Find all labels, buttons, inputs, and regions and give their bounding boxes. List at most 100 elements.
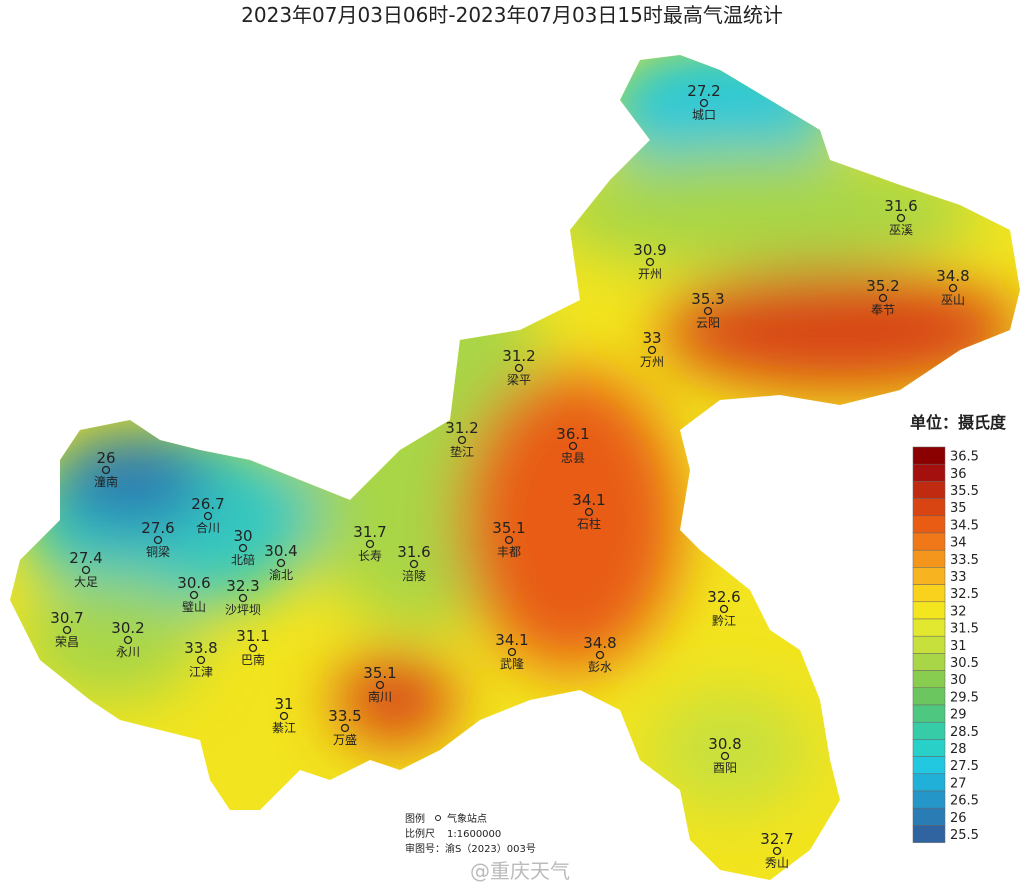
station: 30.8 酉阳 — [708, 735, 741, 775]
station-name: 大足 — [74, 575, 98, 589]
station-value: 27.4 — [69, 549, 102, 567]
station-name: 沙坪坝 — [225, 603, 261, 617]
station-value: 30.9 — [633, 241, 666, 259]
legend-label: 36 — [950, 467, 967, 482]
station: 30.9 开州 — [633, 241, 666, 281]
legend-swatch — [912, 515, 946, 534]
legend-label: 30.5 — [950, 656, 979, 671]
station-dot — [276, 558, 286, 568]
station: 31.2 梁平 — [502, 347, 535, 387]
legend-title: 单位：摄氏度 — [910, 413, 1007, 432]
legend-label: 34 — [950, 536, 967, 551]
station-dot — [62, 625, 72, 635]
station-dot — [645, 257, 655, 267]
station-dot — [595, 650, 605, 660]
legend-swatch — [912, 532, 946, 551]
station-value: 31.7 — [353, 523, 386, 541]
station-dot — [409, 559, 419, 569]
legend-swatch — [912, 790, 946, 809]
station-value: 26.7 — [191, 495, 224, 513]
station: 35.2 奉节 — [866, 277, 899, 317]
legend-label: 29 — [950, 708, 967, 723]
station-dot — [340, 723, 350, 733]
legend-swatch — [912, 756, 946, 775]
station-value: 34.8 — [936, 267, 969, 285]
station: 34.8 巫山 — [936, 267, 969, 307]
station-value: 35.3 — [691, 290, 724, 308]
station: 34.1 武隆 — [495, 631, 528, 671]
legend-label: 31.5 — [950, 622, 979, 637]
station-dot — [772, 846, 782, 856]
station-dot — [279, 711, 289, 721]
station: 32.3 沙坪坝 — [225, 577, 261, 617]
legend-label: 35.5 — [950, 484, 979, 499]
station-name: 秀山 — [765, 856, 789, 870]
station-name: 江津 — [189, 665, 213, 679]
station-value: 35.1 — [363, 664, 396, 682]
legend-label: 30 — [950, 673, 967, 688]
station-value: 32.7 — [760, 830, 793, 848]
legend-label: 31 — [950, 639, 967, 654]
station: 27.4 大足 — [69, 549, 102, 589]
station-name: 武隆 — [500, 656, 524, 671]
station-dot — [375, 680, 385, 690]
legend-swatch — [912, 549, 946, 568]
station-value: 32.6 — [707, 588, 740, 606]
stations: 27.2 城口 31.6 巫溪 30.9 开州 35.3 云阳 35.2 奉节 34.8 巫山 33 万州… — [50, 82, 969, 870]
legend-swatch — [912, 653, 946, 671]
legend-swatch — [912, 618, 946, 637]
station-dot — [457, 435, 467, 445]
footnote: 图例 气象站点 比例尺 1:1600000 审图号：渝S（2023）003号 — [405, 812, 536, 855]
station-name: 南川 — [368, 689, 392, 704]
station-value: 35.2 — [866, 277, 899, 295]
station-dot — [153, 535, 163, 545]
station-value: 30.6 — [177, 574, 210, 592]
station-name: 璧山 — [182, 599, 206, 614]
station: 30 北碚 — [231, 527, 255, 567]
station-dot — [238, 543, 248, 553]
station-dot — [720, 751, 730, 761]
legend-swatch — [912, 704, 946, 723]
legend-swatch — [912, 584, 946, 603]
station-value: 30 — [233, 527, 252, 545]
station: 31.2 垫江 — [445, 419, 478, 459]
scale: 1:1600000 — [447, 829, 501, 840]
station: 30.6 璧山 — [177, 574, 210, 614]
station: 30.2 永川 — [111, 619, 144, 659]
scale-label: 比例尺 — [405, 827, 435, 840]
station-name: 铜梁 — [146, 544, 170, 559]
station-dot — [568, 441, 578, 451]
station-name: 酉阳 — [713, 761, 737, 775]
station: 34.1 石柱 — [572, 491, 605, 531]
station-name: 丰都 — [497, 545, 521, 559]
station-dot — [647, 345, 657, 355]
station-name: 城口 — [692, 108, 716, 122]
legend: 36.5 36 35.5 35 34.5 34 33.5 33 32.5 32 31.5 31 30.5… — [912, 446, 979, 843]
station-name: 开州 — [638, 267, 662, 281]
station-name: 北碚 — [231, 552, 255, 567]
station: 30.7 荣昌 — [50, 609, 83, 649]
legend-label: 26 — [950, 811, 967, 826]
station-value: 30.2 — [111, 619, 144, 637]
station-name: 巴南 — [241, 652, 265, 667]
station-dot — [189, 590, 199, 600]
station-dot — [703, 306, 713, 316]
station: 27.6 铜梁 — [141, 519, 174, 559]
station-value: 31.2 — [445, 419, 478, 437]
station: 31.7 长寿 — [353, 523, 386, 563]
watermark: @重庆天气 — [470, 859, 570, 883]
legend-swatch — [912, 825, 946, 843]
station-name: 奉节 — [871, 303, 895, 317]
station-name: 梁平 — [507, 372, 531, 387]
station-name: 潼南 — [94, 474, 118, 489]
station-name: 万盛 — [333, 732, 357, 747]
legend-swatch — [912, 807, 946, 826]
legend-swatch — [912, 721, 946, 740]
legend-swatch — [912, 601, 946, 620]
map-title: 2023年07月03日06时-2023年07月03日15时最高气温统计 — [241, 3, 783, 27]
station-value: 30.8 — [708, 735, 741, 753]
station-value: 31.6 — [397, 543, 430, 561]
